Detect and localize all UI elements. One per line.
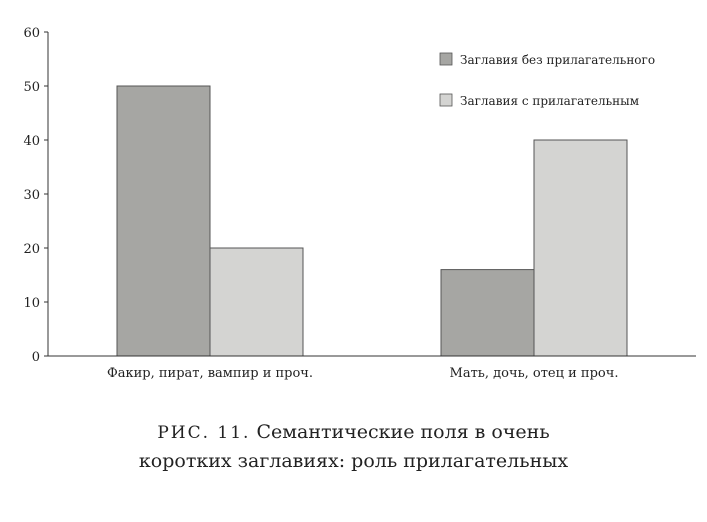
bar-series-0-category-1 xyxy=(440,269,535,357)
y-ticks: 0 10 20 30 40 50 60 xyxy=(23,26,48,365)
y-tick-label: 50 xyxy=(23,80,40,95)
bar-series-1-category-0 xyxy=(209,247,304,357)
legend-label-1: Заглавия с прилагательным xyxy=(460,94,639,108)
y-tick-label: 40 xyxy=(23,134,40,149)
y-tick-label: 60 xyxy=(23,26,40,41)
legend: Заглавия без прилагательного Заглавия с … xyxy=(439,52,655,108)
legend-swatch-1 xyxy=(439,93,453,107)
y-tick-label: 10 xyxy=(23,296,40,311)
category-label: Мать, дочь, отец и проч. xyxy=(450,366,619,381)
figure-label: РИС. 11. xyxy=(157,423,251,443)
caption-line-1: Семантические поля в очень xyxy=(256,421,550,443)
y-tick-label: 20 xyxy=(23,242,40,257)
bar-series-0-category-0 xyxy=(116,85,211,357)
y-tick-label: 0 xyxy=(32,350,40,365)
bar-chart: 0 10 20 30 40 50 60 Факир, пират, вампир и про… xyxy=(23,26,696,381)
y-tick-label: 30 xyxy=(23,188,40,203)
caption-line-2: коротких заглавиях: роль прилагательных xyxy=(138,450,569,472)
bars xyxy=(116,85,628,357)
legend-label-0: Заглавия без прилагательного xyxy=(460,53,655,67)
legend-swatch-0 xyxy=(439,52,453,66)
category-label: Факир, пират, вампир и проч. xyxy=(107,366,313,381)
figure-caption: РИС. 11. Семантические поля в очень коро… xyxy=(0,418,707,475)
category-labels: Факир, пират, вампир и проч. Мать, дочь, … xyxy=(107,366,618,381)
bar-series-1-category-1 xyxy=(533,139,628,357)
